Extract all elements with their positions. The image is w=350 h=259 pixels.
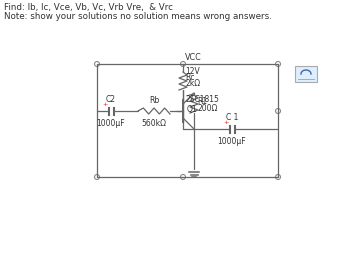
Text: 12V: 12V	[185, 67, 200, 76]
Text: 200Ω: 200Ω	[197, 104, 217, 113]
Text: VCC: VCC	[185, 53, 202, 62]
Text: Rc: Rc	[185, 73, 195, 82]
Text: +: +	[223, 120, 229, 125]
Text: C2: C2	[106, 95, 116, 104]
Text: Note: show your solutions no solution means wrong answers.: Note: show your solutions no solution me…	[4, 12, 272, 21]
FancyBboxPatch shape	[295, 66, 317, 82]
Text: R1: R1	[197, 97, 207, 106]
Text: 1000μF: 1000μF	[218, 137, 246, 146]
Text: Find: Ib, Ic, Vce, Vb, Vc, Vrb Vre,  & Vrc: Find: Ib, Ic, Vce, Vb, Vc, Vrb Vre, & Vr…	[4, 3, 173, 12]
Text: 2kΩ: 2kΩ	[185, 79, 200, 88]
Text: 560kΩ: 560kΩ	[141, 119, 167, 127]
Text: C 1: C 1	[226, 113, 238, 122]
Text: 2SC1815: 2SC1815	[185, 95, 219, 104]
Text: Rb: Rb	[149, 96, 159, 105]
Text: 1000μF: 1000μF	[97, 119, 125, 128]
Text: Q1: Q1	[187, 104, 198, 113]
Text: +: +	[102, 102, 107, 107]
